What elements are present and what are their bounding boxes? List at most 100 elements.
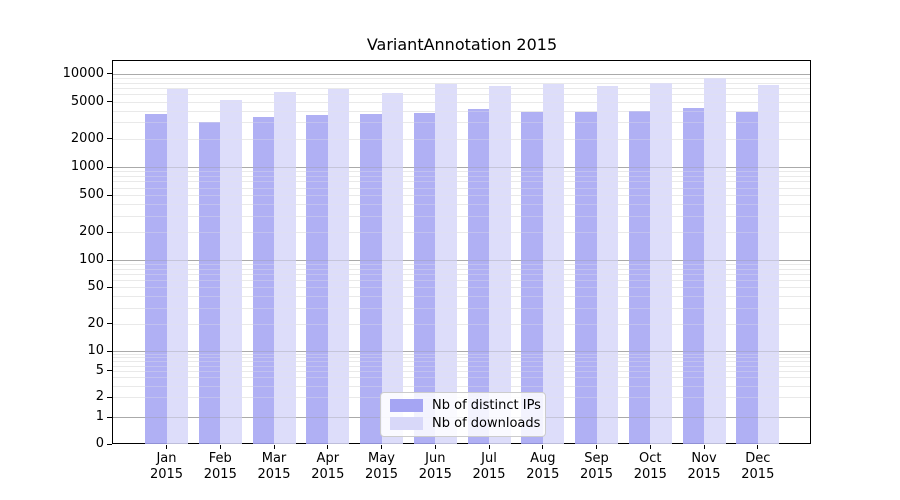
- x-tick-label: Jul 2015: [472, 451, 506, 482]
- gridline: [113, 82, 810, 84]
- chart-title: VariantAnnotation 2015: [366, 35, 558, 54]
- bars-layer: [113, 61, 810, 444]
- gridline: [113, 171, 810, 173]
- gridline: [113, 274, 810, 276]
- gridline: [113, 280, 810, 282]
- plot-area: [112, 60, 811, 444]
- gridline: [113, 296, 810, 298]
- gridlines-overlay-layer: [113, 61, 810, 443]
- y-tick-label: 10: [87, 343, 104, 358]
- gridline: [113, 167, 810, 168]
- x-tick-mark: [327, 445, 329, 449]
- y-tick-label: 2: [95, 389, 104, 405]
- gridline: [113, 82, 810, 84]
- bar-downloads-nov: [704, 78, 726, 444]
- gridline: [113, 307, 810, 309]
- y-tick-mark: [107, 101, 112, 103]
- bar-downloads-apr: [327, 89, 350, 444]
- bar-downloads-jun: [435, 83, 457, 444]
- y-tick-mark: [107, 166, 112, 168]
- gridline: [113, 351, 810, 352]
- gridline: [113, 138, 810, 140]
- bar-downloads-mar: [274, 92, 296, 444]
- gridlines-layer: [113, 61, 810, 443]
- gridline: [113, 385, 810, 387]
- bar-downloads-jul: [489, 85, 511, 444]
- bar-distinct-ips-oct: [628, 111, 651, 444]
- bar-distinct-ips-dec: [736, 112, 758, 444]
- x-tick-mark: [542, 445, 544, 449]
- gridline: [113, 94, 810, 96]
- gridline: [113, 354, 810, 355]
- x-tick-label: Jan 2015: [149, 451, 184, 482]
- gridline: [113, 195, 810, 196]
- gridline: [113, 110, 810, 112]
- gridline: [113, 377, 810, 379]
- gridline: [113, 323, 810, 325]
- y-tick-mark: [107, 323, 112, 325]
- gridline: [113, 181, 810, 183]
- y-tick-label: 1000: [70, 159, 104, 174]
- y-tick-mark: [107, 259, 112, 261]
- gridline: [113, 176, 810, 177]
- x-tick-mark: [757, 445, 759, 449]
- x-tick-mark: [434, 445, 436, 449]
- y-tick-mark: [107, 443, 112, 445]
- bar-distinct-ips-nov: [682, 107, 704, 444]
- gridline: [113, 204, 810, 205]
- gridline: [113, 260, 810, 261]
- bar-downloads-may: [381, 92, 403, 444]
- gridline: [113, 377, 810, 379]
- gridline: [113, 280, 810, 282]
- x-tick-mark: [166, 445, 167, 449]
- bar-downloads-aug: [542, 84, 565, 444]
- gridline: [113, 73, 810, 75]
- bar-distinct-ips-feb: [198, 121, 221, 444]
- gridline: [113, 77, 810, 79]
- legend: Nb of distinct IPs Nb of downloads: [380, 392, 546, 437]
- legend-label-downloads: Nb of downloads: [432, 416, 541, 431]
- x-tick-label: Nov 2015: [687, 451, 721, 482]
- legend-swatch-downloads: [390, 417, 423, 430]
- y-tick-mark: [107, 286, 112, 288]
- bar-distinct-ips-sep: [575, 111, 597, 444]
- gridline: [113, 77, 810, 79]
- y-tick-mark: [107, 138, 112, 140]
- x-tick-label: Apr 2015: [311, 451, 345, 482]
- gridline: [113, 73, 810, 75]
- bar-distinct-ips-jun: [413, 112, 436, 444]
- y-tick-label: 0: [95, 436, 104, 451]
- x-tick-label: Mar 2015: [257, 451, 291, 482]
- y-tick-label: 200: [79, 224, 104, 239]
- x-tick-mark: [649, 445, 651, 449]
- gridline: [113, 167, 810, 168]
- gridline: [113, 287, 810, 289]
- bar-downloads-sep: [596, 86, 618, 444]
- gridline: [113, 101, 810, 103]
- gridline: [113, 354, 810, 355]
- gridline: [113, 260, 810, 261]
- y-tick-label: 5: [95, 362, 104, 378]
- gridline: [113, 370, 810, 372]
- gridline: [113, 264, 810, 266]
- x-tick-mark: [488, 445, 490, 449]
- gridline: [113, 232, 810, 233]
- bar-downloads-dec: [757, 85, 780, 444]
- x-tick-label: Feb 2015: [203, 451, 237, 482]
- gridline: [113, 101, 810, 103]
- x-tick-mark: [273, 445, 275, 449]
- bar-distinct-ips-aug: [521, 112, 543, 444]
- x-tick-mark: [703, 445, 705, 449]
- gridline: [113, 323, 810, 325]
- gridline: [113, 385, 810, 387]
- y-tick-label: 2000: [70, 130, 104, 146]
- gridline: [113, 181, 810, 183]
- legend-label-distinct-ips: Nb of distinct IPs: [432, 398, 541, 413]
- gridline: [113, 351, 810, 352]
- y-tick-label: 5000: [70, 93, 104, 109]
- x-tick-label: Jun 2015: [418, 451, 452, 482]
- y-tick-label: 20: [87, 315, 104, 331]
- gridline: [113, 122, 810, 124]
- y-tick-mark: [107, 396, 112, 398]
